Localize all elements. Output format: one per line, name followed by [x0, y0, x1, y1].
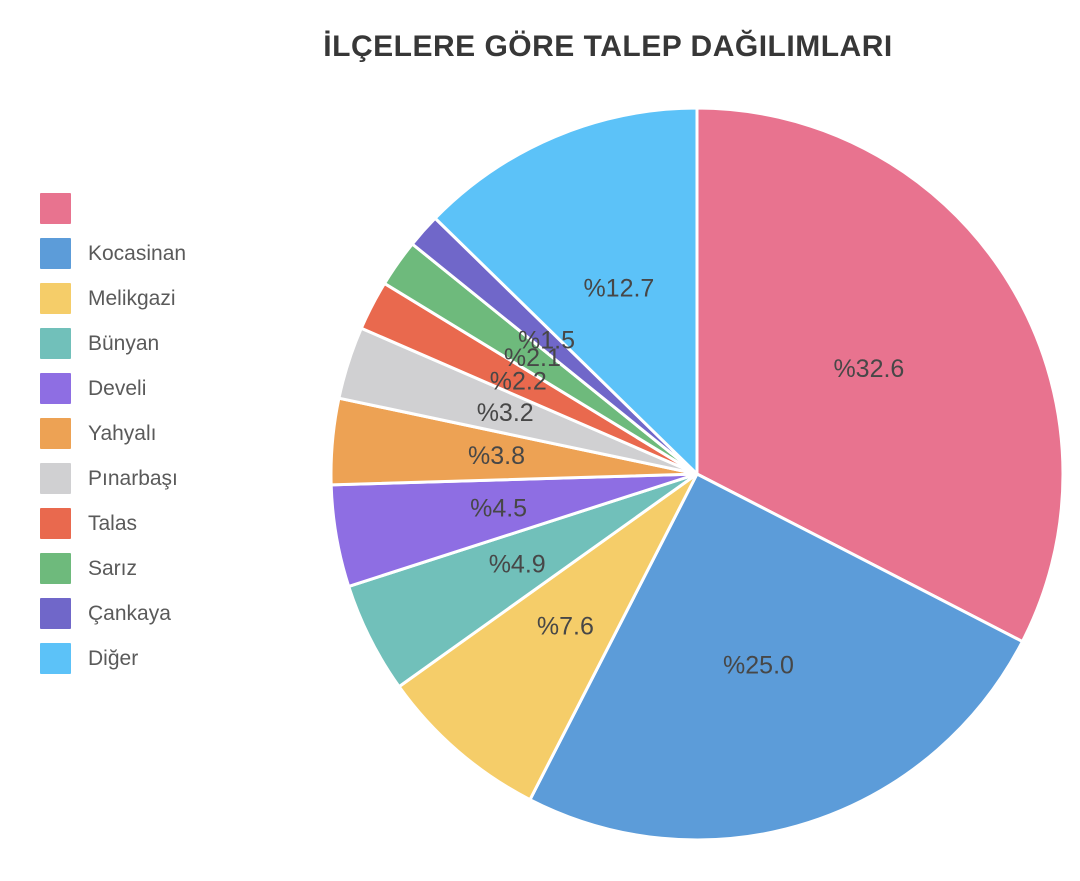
legend-item-Yahyalı[interactable]: Yahyalı [40, 418, 186, 449]
legend-label: Sarız [88, 556, 138, 580]
legend-item-unlabeled[interactable] [40, 193, 186, 224]
legend-item-Talas[interactable]: Talas [40, 508, 186, 539]
legend-swatch [40, 553, 71, 584]
legend-item-Diğer[interactable]: Diğer [40, 643, 186, 674]
legend: Kocasinan Melikgazi Bünyan Develi Yahyalı Pın… [40, 193, 186, 688]
legend-item-Kocasinan[interactable]: Kocasinan [40, 238, 186, 269]
legend-label: Yahyalı [88, 421, 157, 445]
pie-slice-Melikgazi[interactable] [397, 472, 699, 802]
legend-item-Çankaya[interactable]: Çankaya [40, 598, 186, 629]
legend-label: Bünyan [88, 331, 160, 355]
legend-swatch [40, 283, 71, 314]
pie-slice-Diğer[interactable] [433, 106, 699, 476]
legend-swatch [40, 328, 71, 359]
legend-label: Talas [88, 511, 138, 535]
legend-swatch [40, 193, 71, 224]
legend-item-Sarız[interactable]: Sarız [40, 553, 186, 584]
legend-item-Pınarbaşı[interactable]: Pınarbaşı [40, 463, 186, 494]
legend-label: Diğer [88, 646, 139, 670]
pie-slice-Kocasinan[interactable] [528, 472, 1024, 842]
legend-item-Develi[interactable]: Develi [40, 373, 186, 404]
pie-slice-unlabeled[interactable] [695, 106, 1065, 644]
legend-swatch [40, 508, 71, 539]
legend-swatch [40, 238, 71, 269]
legend-label: Kocasinan [88, 241, 187, 265]
legend-swatch [40, 598, 71, 629]
legend-label: Melikgazi [88, 286, 176, 310]
legend-item-Melikgazi[interactable]: Melikgazi [40, 283, 186, 314]
legend-label: Pınarbaşı [88, 466, 178, 490]
legend-label: Develi [88, 376, 147, 400]
legend-swatch [40, 463, 71, 494]
legend-swatch [40, 373, 71, 404]
chart-title: İLÇELERE GÖRE TALEP DAĞILIMLARI [323, 30, 893, 63]
legend-item-Bünyan[interactable]: Bünyan [40, 328, 186, 359]
legend-label: Çankaya [88, 601, 171, 625]
legend-swatch [40, 643, 71, 674]
legend-swatch [40, 418, 71, 449]
